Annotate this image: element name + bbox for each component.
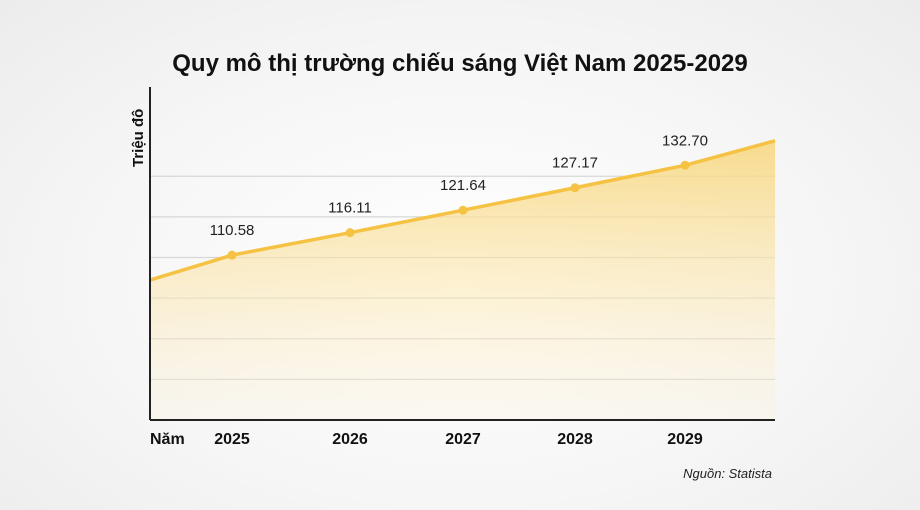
source-note: Nguồn: Statista — [683, 466, 772, 481]
area-fill — [150, 140, 775, 421]
value-labels: 110.58 116.11 121.64 127.17 132.70 — [210, 132, 708, 239]
x-axis-label: Năm — [150, 431, 185, 448]
data-point — [458, 205, 468, 215]
data-point — [570, 183, 580, 193]
data-points — [227, 160, 690, 260]
x-tick-labels: Năm 2025 2026 2027 2028 2029 — [150, 431, 703, 448]
axes — [149, 87, 775, 421]
data-point — [227, 250, 237, 260]
chart-title: Quy mô thị trường chiếu sáng Việt Nam 20… — [172, 50, 748, 77]
value-label: 127.17 — [552, 155, 598, 172]
data-point — [680, 160, 690, 170]
x-tick-label: 2025 — [214, 431, 250, 448]
data-point — [345, 228, 355, 238]
x-tick-label: 2028 — [557, 431, 593, 448]
value-label: 110.58 — [210, 222, 255, 239]
x-tick-label: 2026 — [332, 431, 368, 448]
value-label: 132.70 — [662, 132, 708, 149]
x-tick-label: 2027 — [445, 431, 481, 448]
value-label: 121.64 — [440, 177, 486, 194]
value-label: 116.11 — [328, 200, 372, 217]
x-tick-label: 2029 — [667, 431, 703, 448]
